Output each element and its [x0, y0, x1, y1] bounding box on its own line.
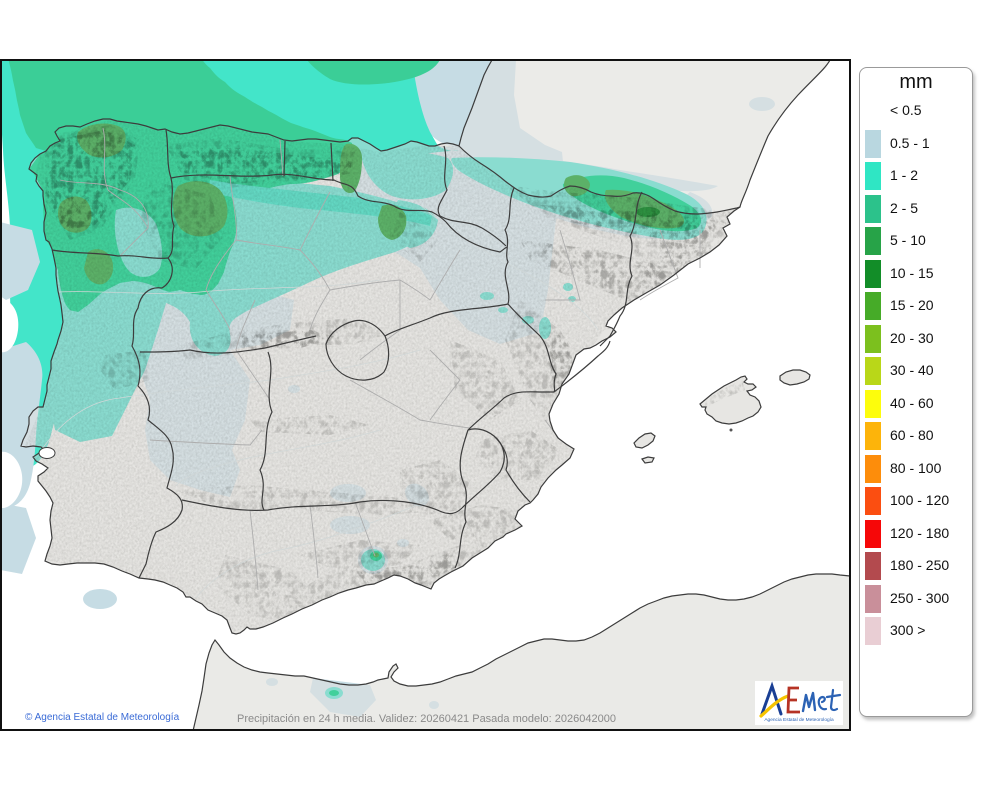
svg-text:Agencia Estatal de Meteorologí: Agencia Estatal de Meteorología: [764, 717, 834, 723]
